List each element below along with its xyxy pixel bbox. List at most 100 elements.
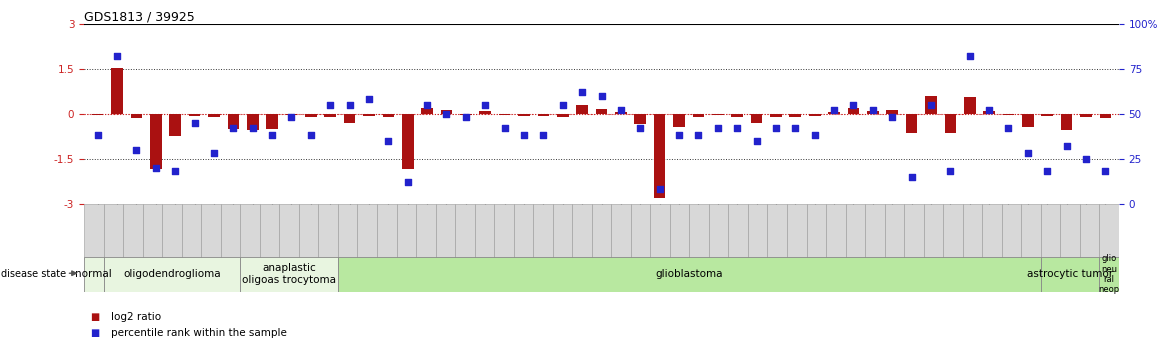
Bar	[925, 96, 937, 114]
Bar	[533, 204, 552, 260]
Bar	[770, 114, 781, 117]
Bar	[514, 204, 533, 260]
Point	[592, 93, 611, 99]
Bar	[611, 204, 631, 260]
Point	[1096, 168, 1114, 174]
Point	[263, 132, 281, 138]
Bar	[111, 68, 123, 114]
Point	[572, 90, 591, 95]
Bar	[131, 114, 142, 118]
Point	[437, 111, 456, 117]
Bar	[519, 114, 530, 116]
Bar	[1080, 204, 1099, 260]
Bar	[460, 114, 472, 115]
Bar	[123, 204, 142, 260]
Bar	[689, 204, 709, 260]
Bar	[189, 114, 201, 116]
Bar	[436, 204, 456, 260]
Bar	[162, 204, 182, 260]
Bar	[338, 257, 1041, 292]
Bar	[1002, 204, 1021, 260]
Bar	[1042, 114, 1054, 116]
Point	[554, 102, 572, 108]
Bar	[266, 114, 278, 129]
Bar	[241, 257, 338, 292]
Point	[89, 132, 107, 138]
Bar	[1099, 257, 1119, 292]
Point	[204, 150, 223, 156]
Bar	[182, 204, 201, 260]
Point	[515, 132, 534, 138]
Bar	[865, 204, 884, 260]
Bar	[826, 204, 846, 260]
Bar	[848, 108, 860, 114]
Point	[844, 102, 863, 108]
Point	[922, 102, 940, 108]
Bar	[246, 114, 258, 130]
Point	[340, 102, 359, 108]
Point	[495, 126, 514, 131]
Bar	[572, 204, 592, 260]
Text: astrocytic tumor: astrocytic tumor	[1027, 269, 1113, 279]
Bar	[305, 114, 317, 117]
Bar	[221, 204, 241, 260]
Text: percentile rank within the sample: percentile rank within the sample	[111, 328, 287, 338]
Bar	[962, 204, 982, 260]
Point	[534, 132, 552, 138]
Bar	[150, 114, 161, 169]
Bar	[945, 114, 957, 133]
Point	[631, 126, 649, 131]
Point	[166, 168, 185, 174]
Bar	[552, 204, 572, 260]
Text: glioblastoma: glioblastoma	[655, 269, 723, 279]
Bar	[631, 204, 651, 260]
Bar	[169, 114, 181, 136]
Text: disease state: disease state	[1, 269, 67, 279]
Bar	[576, 105, 588, 114]
Bar	[1002, 114, 1014, 115]
Point	[786, 126, 805, 131]
Bar	[474, 204, 494, 260]
Bar	[286, 114, 298, 115]
Text: ■: ■	[90, 328, 99, 338]
Bar	[1099, 204, 1119, 260]
Point	[883, 115, 902, 120]
Bar	[479, 111, 491, 114]
Point	[301, 132, 320, 138]
Point	[999, 126, 1017, 131]
Bar	[319, 204, 338, 260]
Bar	[1041, 204, 1061, 260]
Bar	[208, 114, 220, 117]
Point	[378, 138, 397, 144]
Bar	[84, 257, 104, 292]
Point	[902, 174, 920, 179]
Bar	[807, 204, 826, 260]
Bar	[440, 110, 452, 114]
Bar	[670, 204, 689, 260]
Bar	[456, 204, 474, 260]
Bar	[712, 114, 724, 115]
Point	[360, 97, 378, 102]
Bar	[828, 112, 840, 114]
Bar	[809, 114, 820, 116]
Bar	[884, 204, 904, 260]
Text: normal: normal	[76, 269, 112, 279]
Bar	[887, 110, 898, 114]
Bar	[904, 204, 924, 260]
Bar	[228, 114, 239, 129]
Point	[321, 102, 340, 108]
Point	[766, 126, 785, 131]
Bar	[1061, 114, 1072, 130]
Bar	[709, 204, 729, 260]
Point	[960, 54, 979, 59]
Point	[475, 102, 494, 108]
Bar	[416, 204, 436, 260]
Bar	[494, 204, 514, 260]
Text: ■: ■	[90, 313, 99, 322]
Bar	[654, 114, 666, 198]
Bar	[84, 204, 104, 260]
Bar	[748, 204, 767, 260]
Bar	[731, 114, 743, 117]
Bar	[396, 204, 416, 260]
Text: oligodendroglioma: oligodendroglioma	[123, 269, 221, 279]
